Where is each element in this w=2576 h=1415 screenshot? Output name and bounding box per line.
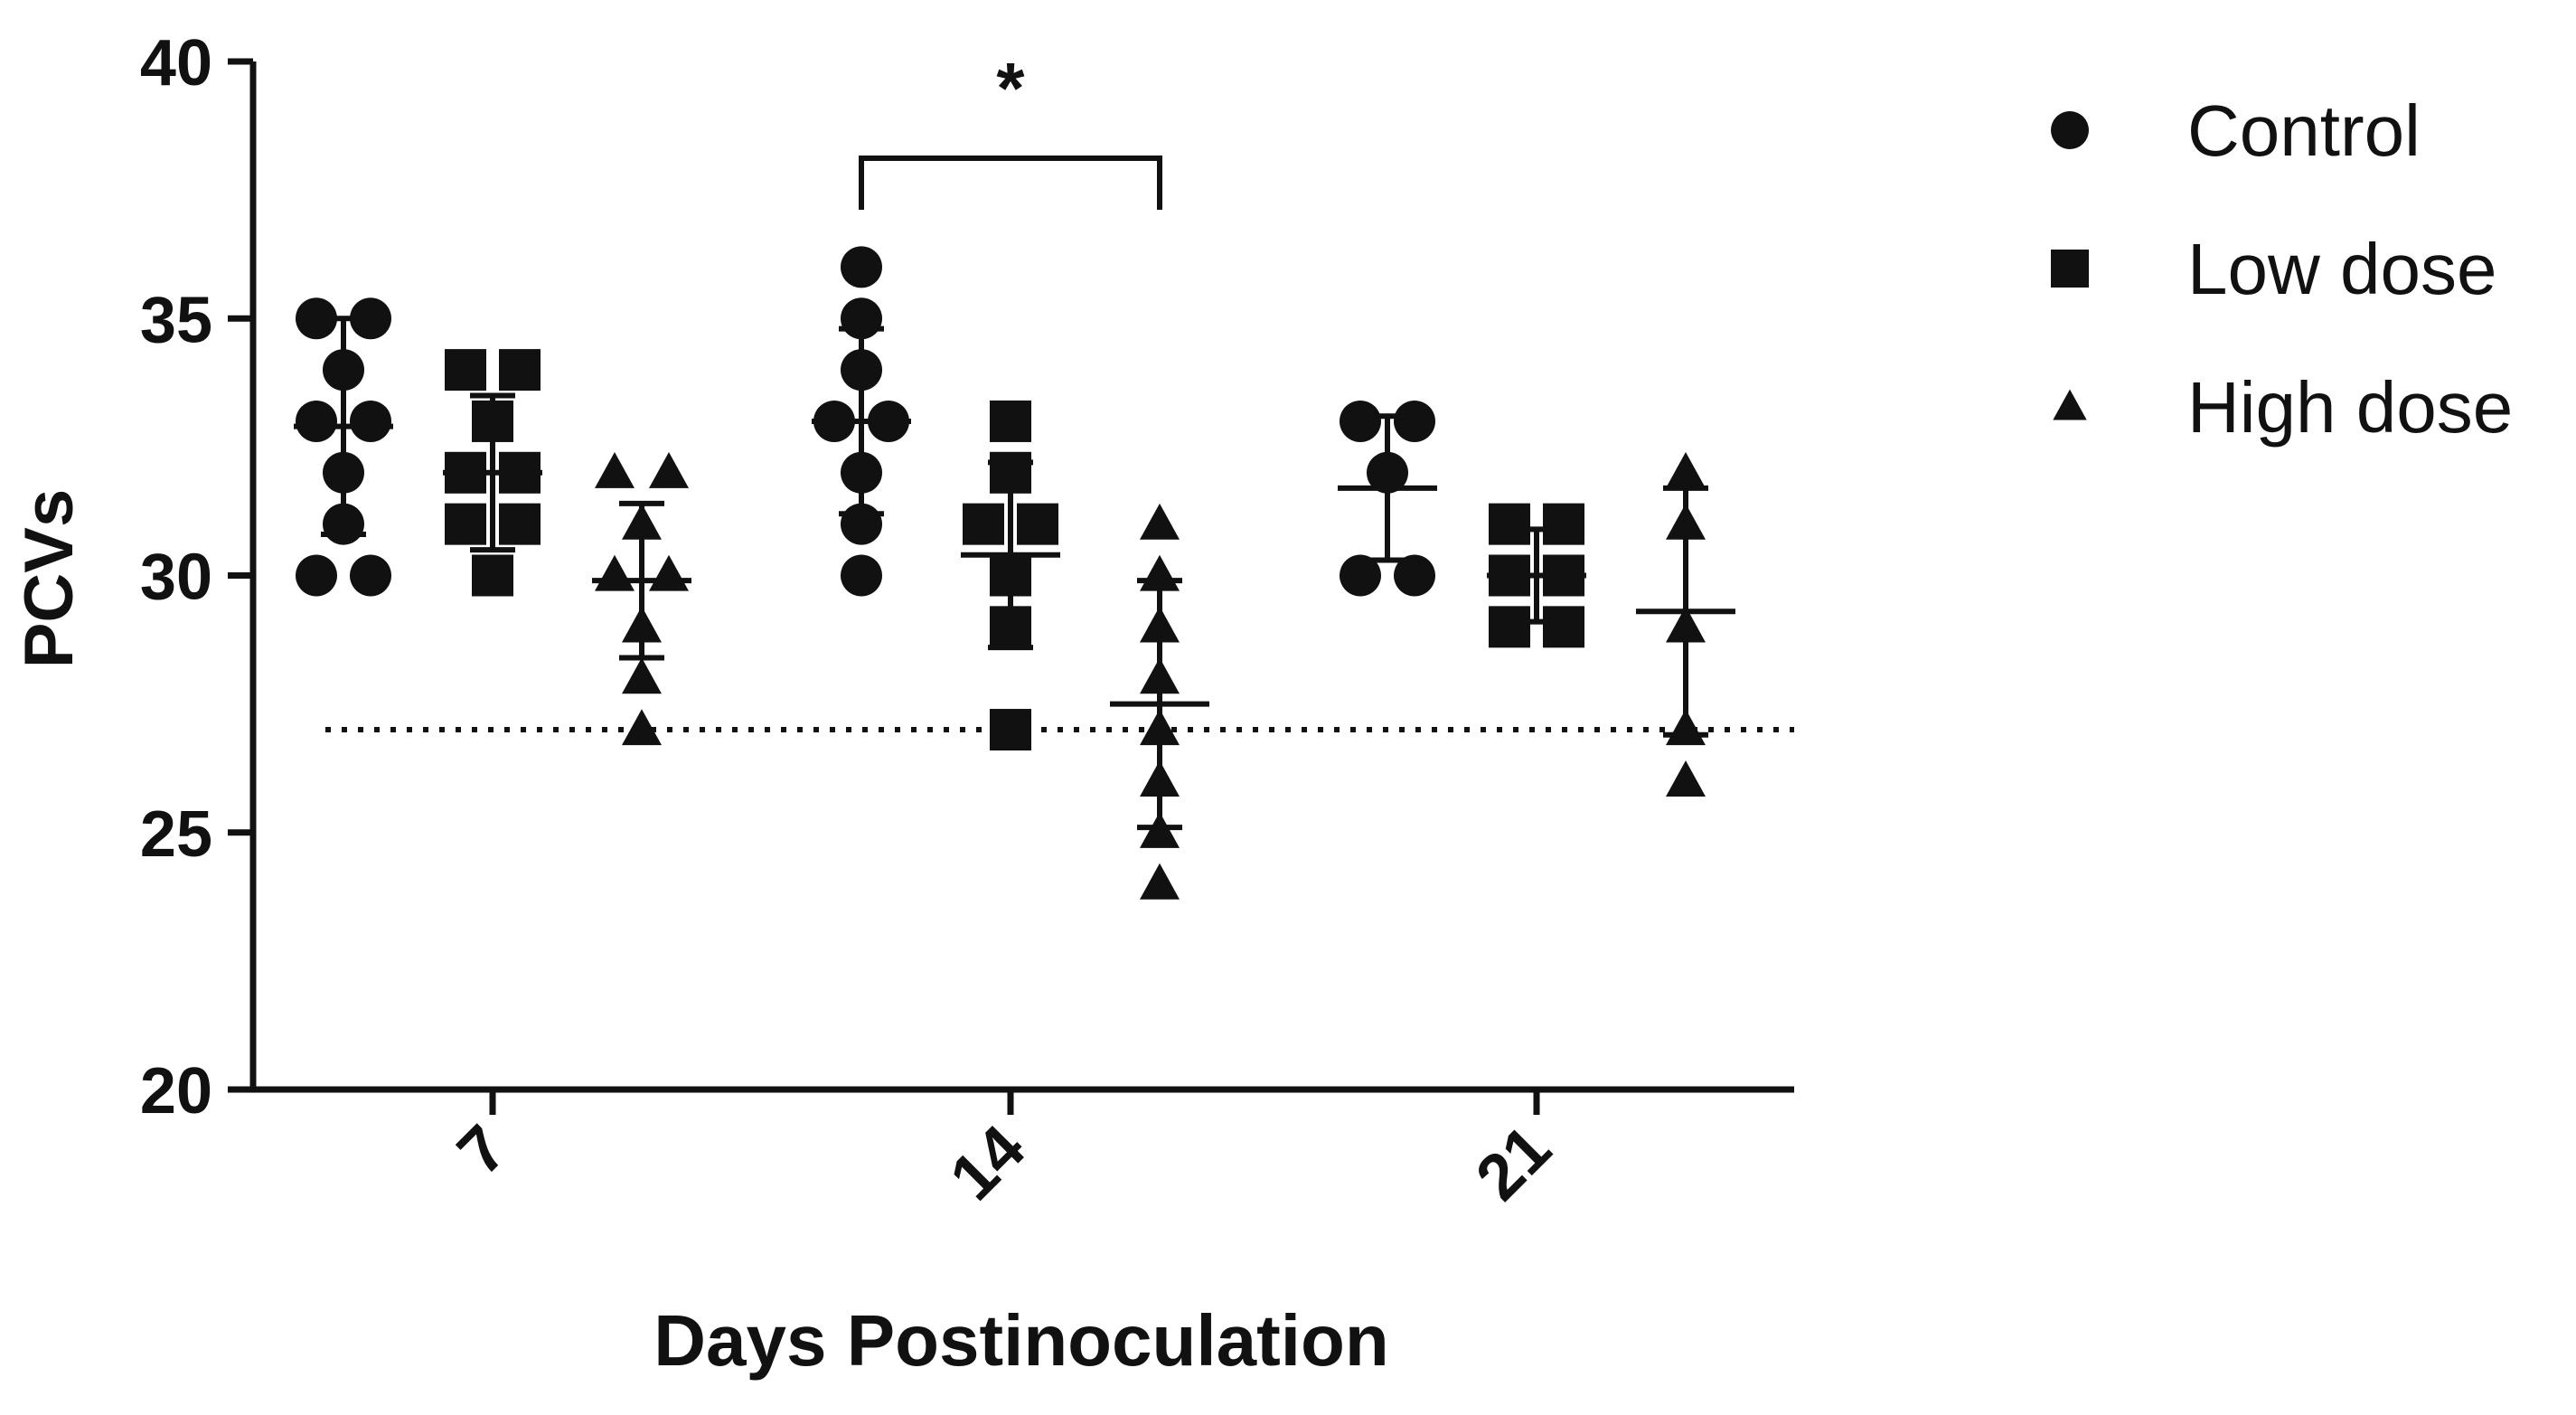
data-point-circle: [1394, 554, 1435, 597]
data-point-square: [963, 503, 1004, 545]
data-point-triangle: [595, 554, 635, 591]
data-point-triangle: [622, 657, 662, 694]
data-point-circle: [841, 554, 882, 597]
data-point-square: [445, 503, 486, 545]
y-axis-title: PCVs: [11, 489, 88, 669]
data-point-square: [990, 709, 1031, 751]
legend-marker-circle: [2051, 111, 2089, 149]
data-point-square: [1017, 503, 1058, 545]
data-point-square: [1543, 606, 1584, 648]
y-tick-label: 25: [140, 798, 212, 871]
data-point-circle: [296, 297, 337, 340]
significance-star: *: [996, 48, 1025, 128]
data-point-triangle: [649, 554, 689, 591]
data-point-triangle: [1140, 863, 1180, 900]
data-point-circle: [350, 400, 391, 442]
data-point-circle: [350, 297, 391, 340]
data-point-square: [1543, 503, 1584, 545]
data-point-square: [1489, 503, 1530, 545]
data-point-triangle: [1140, 503, 1180, 540]
data-point-square: [445, 349, 486, 391]
data-point-triangle: [622, 709, 662, 746]
x-tick-label: 7: [444, 1112, 521, 1189]
data-point-square: [1489, 606, 1530, 648]
legend-marker-square: [2051, 250, 2089, 288]
data-point-square: [990, 400, 1031, 442]
y-tick-label: 35: [140, 284, 212, 356]
significance-bracket: [859, 156, 1162, 210]
legend-label: High dose: [2187, 367, 2513, 448]
data-point-circle: [1340, 400, 1381, 442]
legend-label: Low dose: [2187, 229, 2496, 309]
legend-marker-triangle: [2053, 389, 2087, 420]
significance-annotation: *: [859, 48, 1162, 210]
x-axis-title: Days Postinoculation: [653, 1300, 1388, 1381]
x-tick-label: 14: [936, 1112, 1039, 1214]
data-point-circle: [296, 400, 337, 442]
data-point-circle: [1340, 554, 1381, 597]
y-tick-label: 40: [140, 27, 212, 99]
y-tick-label: 20: [140, 1055, 212, 1127]
data-point-circle: [296, 554, 337, 597]
x-tick-label: 21: [1462, 1112, 1565, 1214]
data-point-circle: [1394, 400, 1435, 442]
data-point-square: [472, 554, 513, 597]
data-point-triangle: [1666, 760, 1706, 797]
data-point-square: [499, 349, 541, 391]
y-tick-label: 30: [140, 542, 212, 614]
data-point-square: [499, 503, 541, 545]
data-points: [294, 246, 1735, 900]
data-point-triangle: [649, 452, 689, 488]
data-point-circle: [841, 246, 882, 288]
legend-label: Control: [2187, 90, 2421, 171]
data-point-triangle: [1666, 452, 1706, 488]
legend: Control Low dose High dose: [2051, 90, 2513, 448]
data-point-circle: [350, 554, 391, 597]
data-point-triangle: [595, 452, 635, 488]
